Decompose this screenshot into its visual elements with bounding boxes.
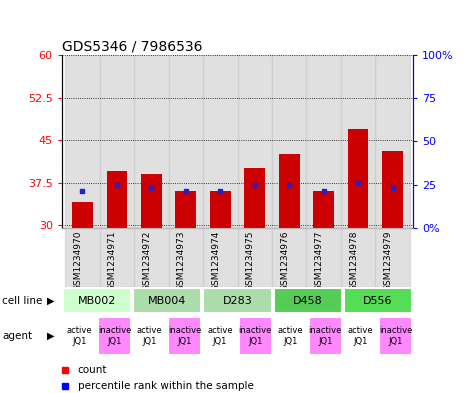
Text: active
JQ1: active JQ1 [348, 326, 373, 346]
Bar [272, 55, 306, 228]
Bar [375, 55, 410, 228]
Bar [63, 288, 131, 313]
Text: GSM1234977: GSM1234977 [314, 231, 323, 291]
Bar [63, 317, 96, 355]
Text: inactive
JQ1: inactive JQ1 [98, 326, 131, 346]
Text: GDS5346 / 7986536: GDS5346 / 7986536 [62, 40, 202, 54]
Bar [203, 317, 237, 355]
Text: inactive
JQ1: inactive JQ1 [309, 326, 342, 346]
Text: inactive
JQ1: inactive JQ1 [379, 326, 412, 346]
Text: GSM1234970: GSM1234970 [74, 231, 83, 291]
Bar [344, 288, 412, 313]
Bar [279, 154, 300, 228]
Text: ▶: ▶ [47, 296, 55, 306]
Text: GSM1234971: GSM1234971 [108, 231, 117, 291]
Bar [203, 55, 238, 228]
Bar [134, 228, 169, 287]
Bar [272, 228, 306, 287]
Bar [106, 171, 127, 228]
Text: inactive
JQ1: inactive JQ1 [238, 326, 272, 346]
Bar [382, 151, 403, 228]
Text: GSM1234972: GSM1234972 [142, 231, 152, 291]
Bar [306, 55, 341, 228]
Bar [203, 288, 272, 313]
Bar [348, 129, 369, 228]
Text: count: count [77, 365, 107, 375]
Bar [169, 228, 203, 287]
Text: active
JQ1: active JQ1 [137, 326, 162, 346]
Bar [203, 228, 238, 287]
Bar [134, 55, 169, 228]
Text: inactive
JQ1: inactive JQ1 [168, 326, 201, 346]
Bar [341, 55, 375, 228]
Bar [168, 317, 201, 355]
Bar [72, 202, 93, 228]
Text: MB002: MB002 [78, 296, 116, 306]
Text: D556: D556 [363, 296, 393, 306]
Text: active
JQ1: active JQ1 [207, 326, 233, 346]
Text: GSM1234976: GSM1234976 [280, 231, 289, 291]
Bar [341, 228, 375, 287]
Text: GSM1234979: GSM1234979 [384, 231, 392, 291]
Text: GSM1234973: GSM1234973 [177, 231, 186, 291]
Text: ▶: ▶ [47, 331, 55, 341]
Bar [245, 169, 265, 228]
Text: GSM1234975: GSM1234975 [246, 231, 255, 291]
Bar [238, 228, 272, 287]
Bar [100, 228, 134, 287]
Text: cell line: cell line [2, 296, 43, 306]
Bar [344, 317, 377, 355]
Bar [133, 317, 166, 355]
Bar [314, 191, 334, 228]
Bar [133, 288, 201, 313]
Bar [100, 55, 134, 228]
Bar [238, 317, 272, 355]
Text: GSM1234978: GSM1234978 [349, 231, 358, 291]
Bar [98, 317, 131, 355]
Text: MB004: MB004 [148, 296, 186, 306]
Text: percentile rank within the sample: percentile rank within the sample [77, 381, 254, 391]
Bar [169, 55, 203, 228]
Bar [141, 174, 162, 228]
Bar [238, 55, 272, 228]
Text: active
JQ1: active JQ1 [277, 326, 303, 346]
Text: GSM1234974: GSM1234974 [211, 231, 220, 291]
Text: agent: agent [2, 331, 32, 341]
Text: D283: D283 [223, 296, 252, 306]
Bar [210, 191, 230, 228]
Bar [274, 288, 342, 313]
Bar [309, 317, 342, 355]
Bar [306, 228, 341, 287]
Text: active
JQ1: active JQ1 [66, 326, 92, 346]
Bar [65, 55, 100, 228]
Bar [274, 317, 307, 355]
Text: D458: D458 [293, 296, 323, 306]
Bar [375, 228, 410, 287]
Bar [379, 317, 412, 355]
Bar [65, 228, 100, 287]
Bar [175, 191, 196, 228]
